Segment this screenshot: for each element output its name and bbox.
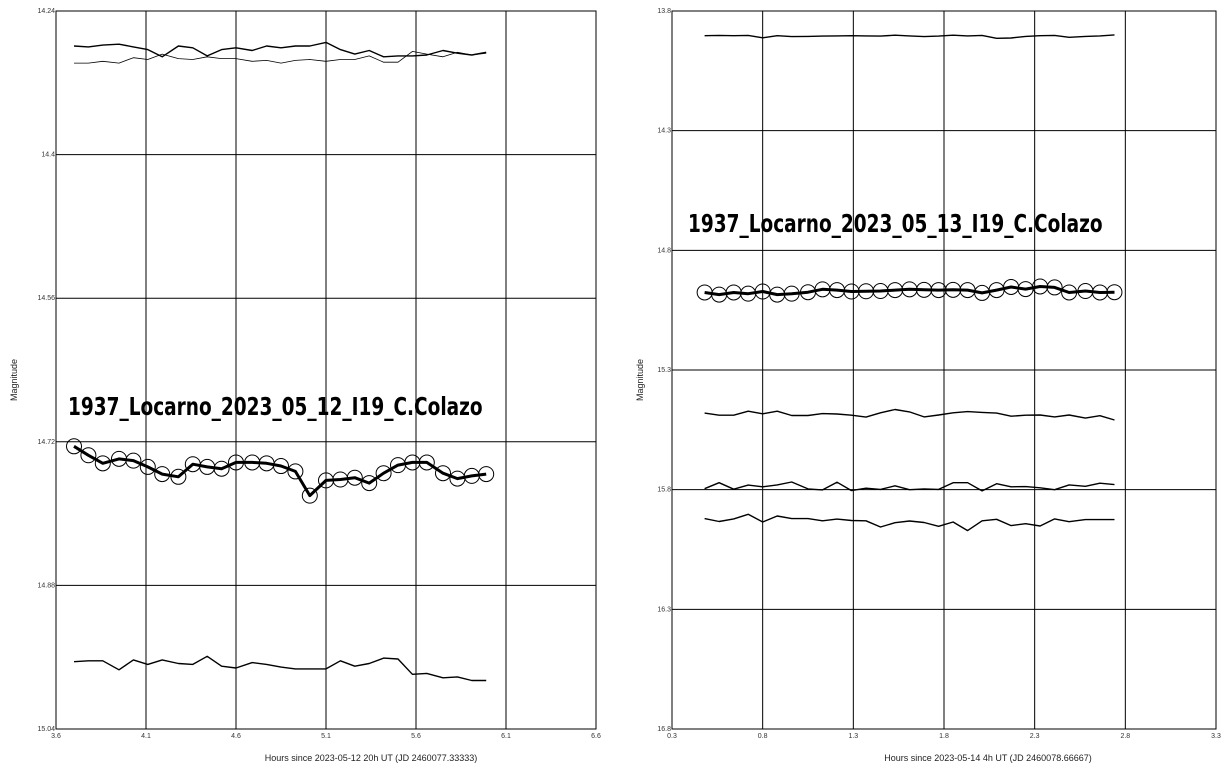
data-point-marker	[318, 472, 334, 489]
y-tick-label: 14.24	[37, 8, 55, 15]
y-tick-label: 13.8	[657, 8, 671, 15]
overlay-title: 1937_Locarno_2023_05_12_I19_C.Colazo	[68, 393, 483, 421]
y-tick-label: 14.8	[657, 247, 671, 254]
data-point-marker	[125, 452, 142, 469]
data-point-marker	[375, 465, 392, 482]
x-tick-label: 5.6	[411, 733, 421, 740]
data-point-marker	[478, 466, 495, 483]
data-point-marker	[66, 438, 82, 455]
y-tick-label: 16.8	[657, 726, 671, 733]
data-point-marker	[1061, 284, 1078, 301]
data-point-marker	[154, 466, 171, 483]
x-tick-label: 6.6	[591, 733, 601, 740]
series-line-target	[73, 445, 487, 498]
data-point-marker	[301, 487, 318, 504]
y-tick-label: 14.56	[37, 295, 55, 302]
series-line-check-2	[704, 513, 1115, 532]
data-point-marker	[435, 465, 451, 482]
data-point-marker	[418, 454, 435, 471]
x-tick-label: 5.1	[321, 733, 331, 740]
x-axis-label: Hours since 2023-05-12 20h UT (JD 246007…	[265, 753, 477, 763]
x-tick-label: 1.3	[848, 733, 858, 740]
series-line-comparison-2	[704, 408, 1115, 421]
data-point-marker	[783, 285, 800, 302]
series-line-comparison-1	[704, 34, 1115, 39]
data-point-marker	[213, 460, 230, 477]
overlay-title: 1937_Locarno_2023_05_13_I19_C.Colazo	[688, 210, 1103, 238]
data-point-marker	[170, 468, 187, 485]
series-line-check	[74, 51, 487, 64]
x-tick-label: 6.1	[501, 733, 511, 740]
data-point-marker	[139, 458, 156, 475]
data-point-marker	[94, 455, 111, 472]
x-tick-label: 0.8	[758, 733, 768, 740]
x-tick-label: 2.8	[1120, 733, 1130, 740]
x-tick-label: 4.6	[231, 733, 241, 740]
y-axis-label: Magnitude	[635, 359, 645, 401]
series-line-target	[704, 285, 1115, 297]
x-axis-label: Hours since 2023-05-14 4h UT (JD 2460078…	[884, 753, 1091, 763]
plot-frame	[671, 10, 1217, 730]
series-line-variable-check	[73, 655, 487, 682]
plot-frame	[55, 10, 597, 730]
y-tick-label: 15.8	[657, 487, 671, 494]
x-tick-label: 0.3	[667, 733, 677, 740]
data-point-marker	[346, 469, 363, 486]
x-tick-label: 1.8	[939, 733, 949, 740]
x-tick-label: 3.6	[51, 733, 61, 740]
data-point-marker	[80, 447, 97, 464]
data-point-marker	[1106, 284, 1123, 301]
x-tick-label: 2.3	[1030, 733, 1040, 740]
series-line-check-1	[704, 481, 1115, 492]
right-light-curve-panel: 0.3 0.8 1.3 1.8 2.3 2.8 3.3 13.8 14.3 14.8 15.3 15.…	[635, 8, 1221, 763]
data-point-marker	[361, 475, 378, 492]
data-point-marker	[287, 463, 304, 480]
y-tick-label: 14.72	[37, 439, 55, 446]
data-point-marker	[273, 458, 289, 475]
data-point-marker	[244, 454, 261, 471]
y-tick-label: 15.3	[657, 367, 671, 374]
data-point-marker	[1046, 279, 1063, 296]
x-tick-label: 4.1	[141, 733, 151, 740]
data-point-marker	[404, 454, 421, 471]
y-axis-label: Magnitude	[9, 359, 19, 401]
y-tick-label: 14.3	[657, 128, 671, 135]
x-tick-label: 3.3	[1211, 733, 1221, 740]
data-point-marker	[228, 454, 244, 471]
y-tick-label: 15.04	[37, 726, 55, 733]
y-tick-label: 14.4	[41, 152, 55, 159]
series-line-comparison	[73, 41, 487, 58]
y-tick-label: 16.3	[657, 606, 671, 613]
y-tick-label: 14.88	[37, 582, 55, 589]
left-light-curve-panel: 3.6 4.1 4.6 5.1 5.6 6.1 6.6 14.24 14.4 14.56 14.72…	[9, 8, 601, 763]
